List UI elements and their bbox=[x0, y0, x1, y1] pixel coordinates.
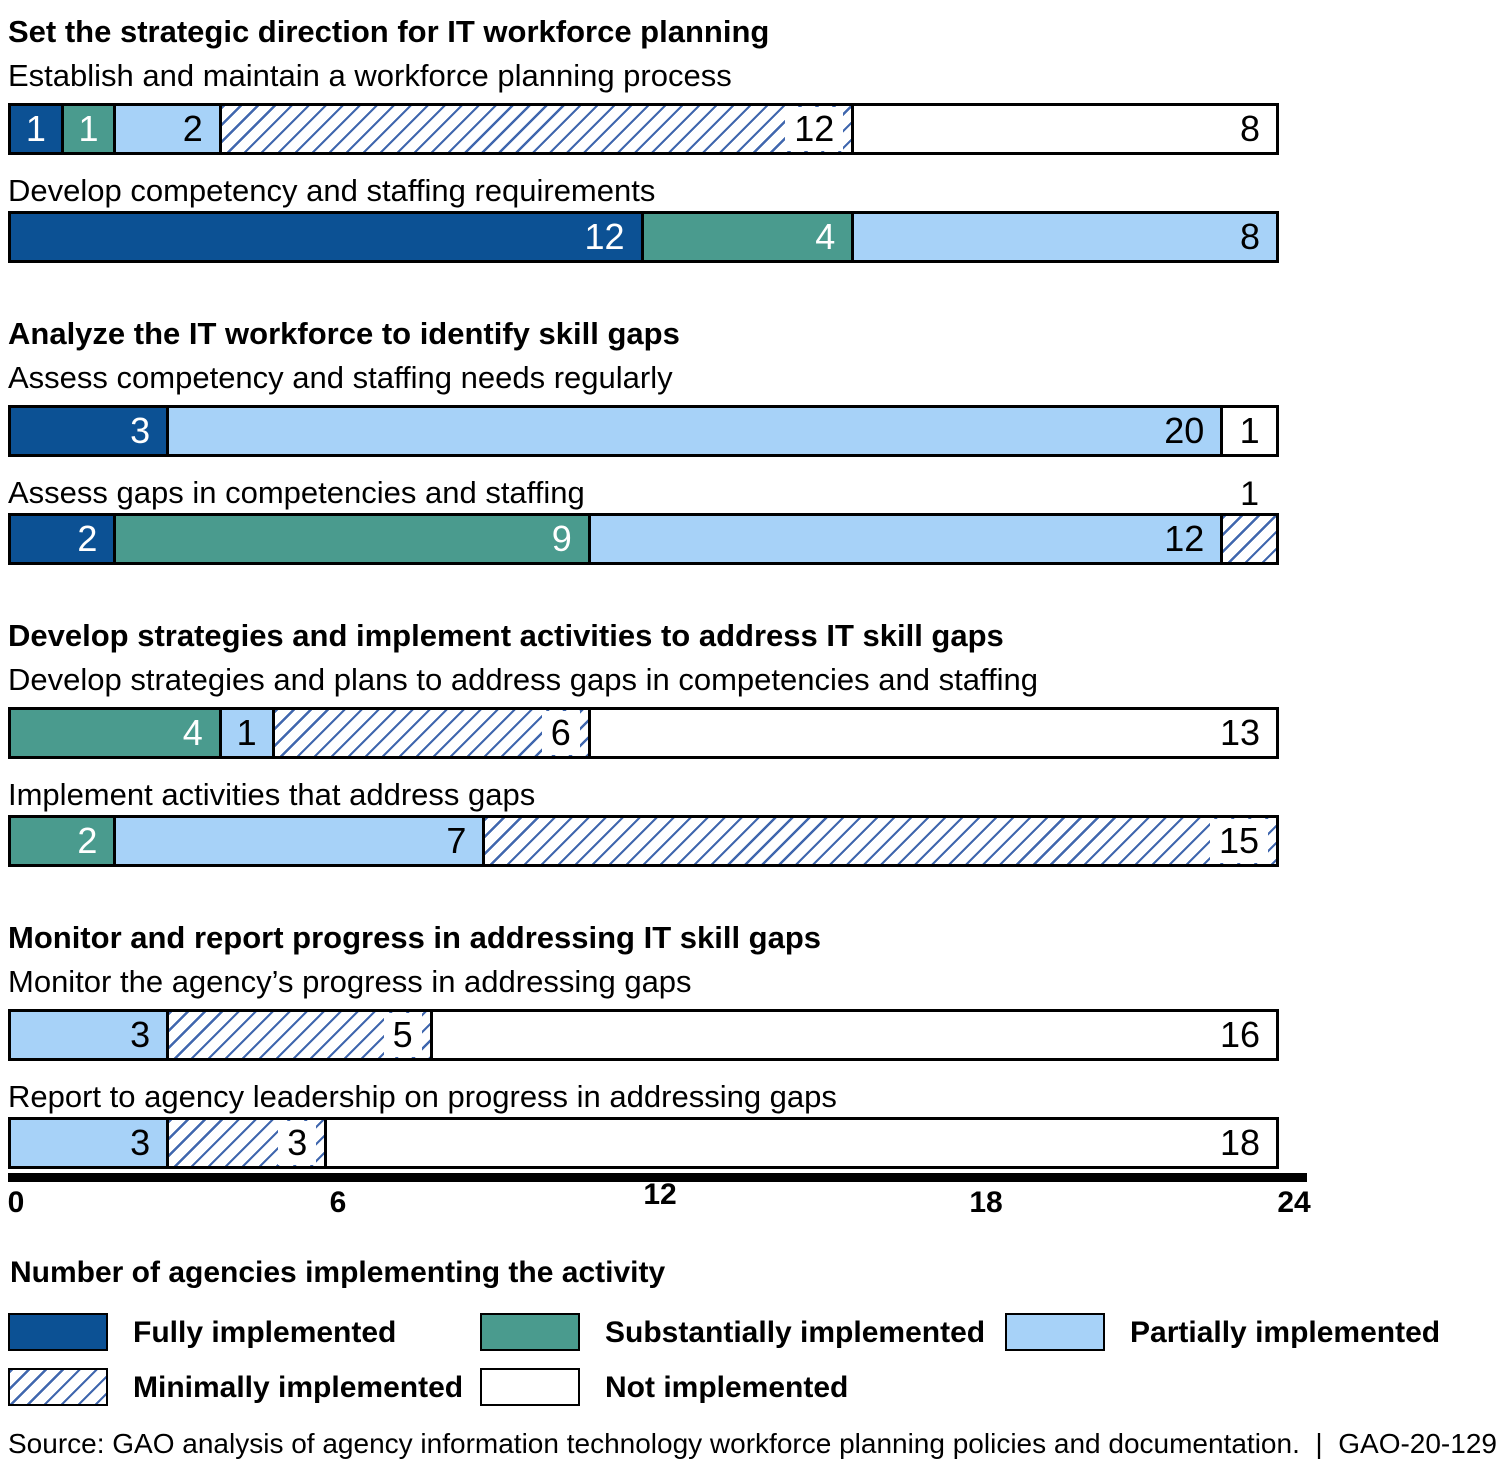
bar-segment-partially: 3 bbox=[11, 1120, 170, 1166]
x-axis-tick: 0 bbox=[7, 1186, 25, 1219]
stacked-bar: 12 4 8 bbox=[8, 211, 1279, 263]
bar-segment-partially: 2 bbox=[116, 106, 222, 152]
stacked-bar: 3 5 16 bbox=[8, 1009, 1279, 1061]
bar-segment-fully: 3 bbox=[11, 408, 170, 454]
segment-value-label: 3 bbox=[130, 410, 151, 451]
bar-segment-not: 8 bbox=[854, 106, 1276, 152]
legend-label: Substantially implemented bbox=[605, 1316, 986, 1349]
activity-label: Develop strategies and plans to address … bbox=[8, 662, 1038, 697]
bar-segment-substantially: 1 bbox=[63, 106, 117, 152]
activity-label: Assess gaps in competencies and staffing bbox=[8, 475, 585, 510]
segment-value-label: 7 bbox=[446, 820, 467, 861]
segment-value-label: 12 bbox=[785, 107, 844, 151]
bar-segment-partially: 20 bbox=[169, 408, 1224, 454]
source-text: Source: GAO analysis of agency informati… bbox=[8, 1428, 1497, 1459]
stacked-bar: 2 7 15 bbox=[8, 815, 1279, 867]
section-title: Set the strategic direction for IT workf… bbox=[8, 14, 770, 49]
x-axis-tick: 18 bbox=[969, 1186, 1003, 1219]
segment-value-label: 2 bbox=[77, 820, 98, 861]
segment-value-label: 1 bbox=[1239, 410, 1260, 451]
stacked-bar: 4 1 6 13 bbox=[8, 707, 1279, 759]
bar-segment-partially: 12 bbox=[590, 516, 1224, 562]
bar-segment-minimally: 12 bbox=[221, 106, 855, 152]
activity-label: Assess competency and staffing needs reg… bbox=[8, 360, 673, 395]
x-axis-tick: 6 bbox=[329, 1186, 347, 1219]
activity-label: Monitor the agency’s progress in address… bbox=[8, 964, 692, 999]
segment-value-label: 6 bbox=[541, 711, 580, 755]
segment-value-label-above: 1 bbox=[1240, 475, 1260, 513]
segment-value-label: 3 bbox=[130, 1122, 151, 1163]
section-title: Monitor and report progress in addressin… bbox=[8, 920, 822, 955]
bar-segment-minimally bbox=[1223, 516, 1276, 562]
legend-label: Fully implemented bbox=[133, 1316, 397, 1349]
bar-segment-minimally: 15 bbox=[485, 818, 1276, 864]
segment-value-label: 2 bbox=[182, 108, 203, 149]
section-title: Analyze the IT workforce to identify ski… bbox=[8, 316, 680, 351]
stacked-bar: 1 1 2 12 8 bbox=[8, 103, 1279, 155]
bar-segment-fully: 2 bbox=[11, 516, 117, 562]
bar-segment-substantially: 9 bbox=[116, 516, 591, 562]
stacked-bar: 3 20 1 bbox=[8, 405, 1279, 457]
bar-segment-not: 13 bbox=[590, 710, 1276, 756]
segment-value-label: 1 bbox=[25, 108, 46, 149]
segment-value-label: 4 bbox=[182, 712, 203, 753]
segment-value-label: 3 bbox=[278, 1121, 317, 1165]
section-title: Develop strategies and implement activit… bbox=[8, 618, 1004, 653]
segment-value-label: 15 bbox=[1209, 819, 1268, 863]
legend-label: Not implemented bbox=[605, 1371, 849, 1404]
bar-segment-minimally: 3 bbox=[169, 1120, 328, 1166]
activity-label: Establish and maintain a workforce plann… bbox=[8, 58, 732, 93]
x-axis-tick: 12 bbox=[643, 1178, 677, 1211]
segment-value-label: 5 bbox=[383, 1013, 422, 1057]
bar-segment-substantially: 4 bbox=[11, 710, 222, 756]
legend-label: Partially implemented bbox=[1130, 1316, 1441, 1349]
segment-value-label: 1 bbox=[78, 108, 99, 149]
segment-value-label: 4 bbox=[815, 216, 836, 257]
bar-segment-partially: 8 bbox=[854, 214, 1276, 260]
bar-segment-substantially: 2 bbox=[11, 818, 117, 864]
segment-value-label: 18 bbox=[1219, 1122, 1260, 1163]
stacked-bar: 2 9 12 bbox=[8, 513, 1279, 565]
x-axis-title: Number of agencies implementing the acti… bbox=[10, 1256, 666, 1289]
bar-segment-fully: 1 bbox=[11, 106, 64, 152]
x-axis-tick: 24 bbox=[1277, 1186, 1311, 1219]
segment-value-label: 12 bbox=[1164, 518, 1205, 559]
bar-segment-not: 16 bbox=[432, 1012, 1276, 1058]
legend-swatch-not bbox=[480, 1368, 580, 1406]
bar-segment-substantially: 4 bbox=[643, 214, 855, 260]
activity-label: Develop competency and staffing requirem… bbox=[8, 173, 656, 208]
legend-swatch-minimally bbox=[8, 1368, 108, 1406]
bar-segment-partially: 3 bbox=[11, 1012, 170, 1058]
legend-swatch-fully bbox=[8, 1313, 108, 1351]
segment-value-label: 13 bbox=[1219, 712, 1260, 753]
segment-value-label: 1 bbox=[236, 712, 257, 753]
segment-value-label: 8 bbox=[1239, 108, 1260, 149]
activity-label: Implement activities that address gaps bbox=[8, 777, 536, 812]
segment-value-label: 20 bbox=[1164, 410, 1205, 451]
stacked-bar: 3 3 18 bbox=[8, 1117, 1279, 1169]
bar-segment-not: 1 bbox=[1223, 408, 1276, 454]
segment-value-label: 2 bbox=[77, 518, 98, 559]
segment-value-label: 16 bbox=[1219, 1014, 1260, 1055]
bar-segment-partially: 1 bbox=[221, 710, 275, 756]
segment-value-label: 3 bbox=[130, 1014, 151, 1055]
segment-value-label: 12 bbox=[584, 216, 625, 257]
bar-segment-partially: 7 bbox=[116, 818, 486, 864]
bar-segment-fully: 12 bbox=[11, 214, 644, 260]
segment-value-label: 8 bbox=[1239, 216, 1260, 257]
bar-segment-not: 18 bbox=[327, 1120, 1276, 1166]
segment-value-label: 9 bbox=[551, 518, 572, 559]
legend-swatch-substantially bbox=[480, 1313, 580, 1351]
legend-swatch-partially bbox=[1005, 1313, 1105, 1351]
x-axis-line bbox=[8, 1173, 1307, 1182]
activity-label: Report to agency leadership on progress … bbox=[8, 1079, 837, 1114]
bar-segment-minimally: 6 bbox=[274, 710, 591, 756]
bar-segment-minimally: 5 bbox=[169, 1012, 433, 1058]
legend-label: Minimally implemented bbox=[133, 1371, 464, 1404]
